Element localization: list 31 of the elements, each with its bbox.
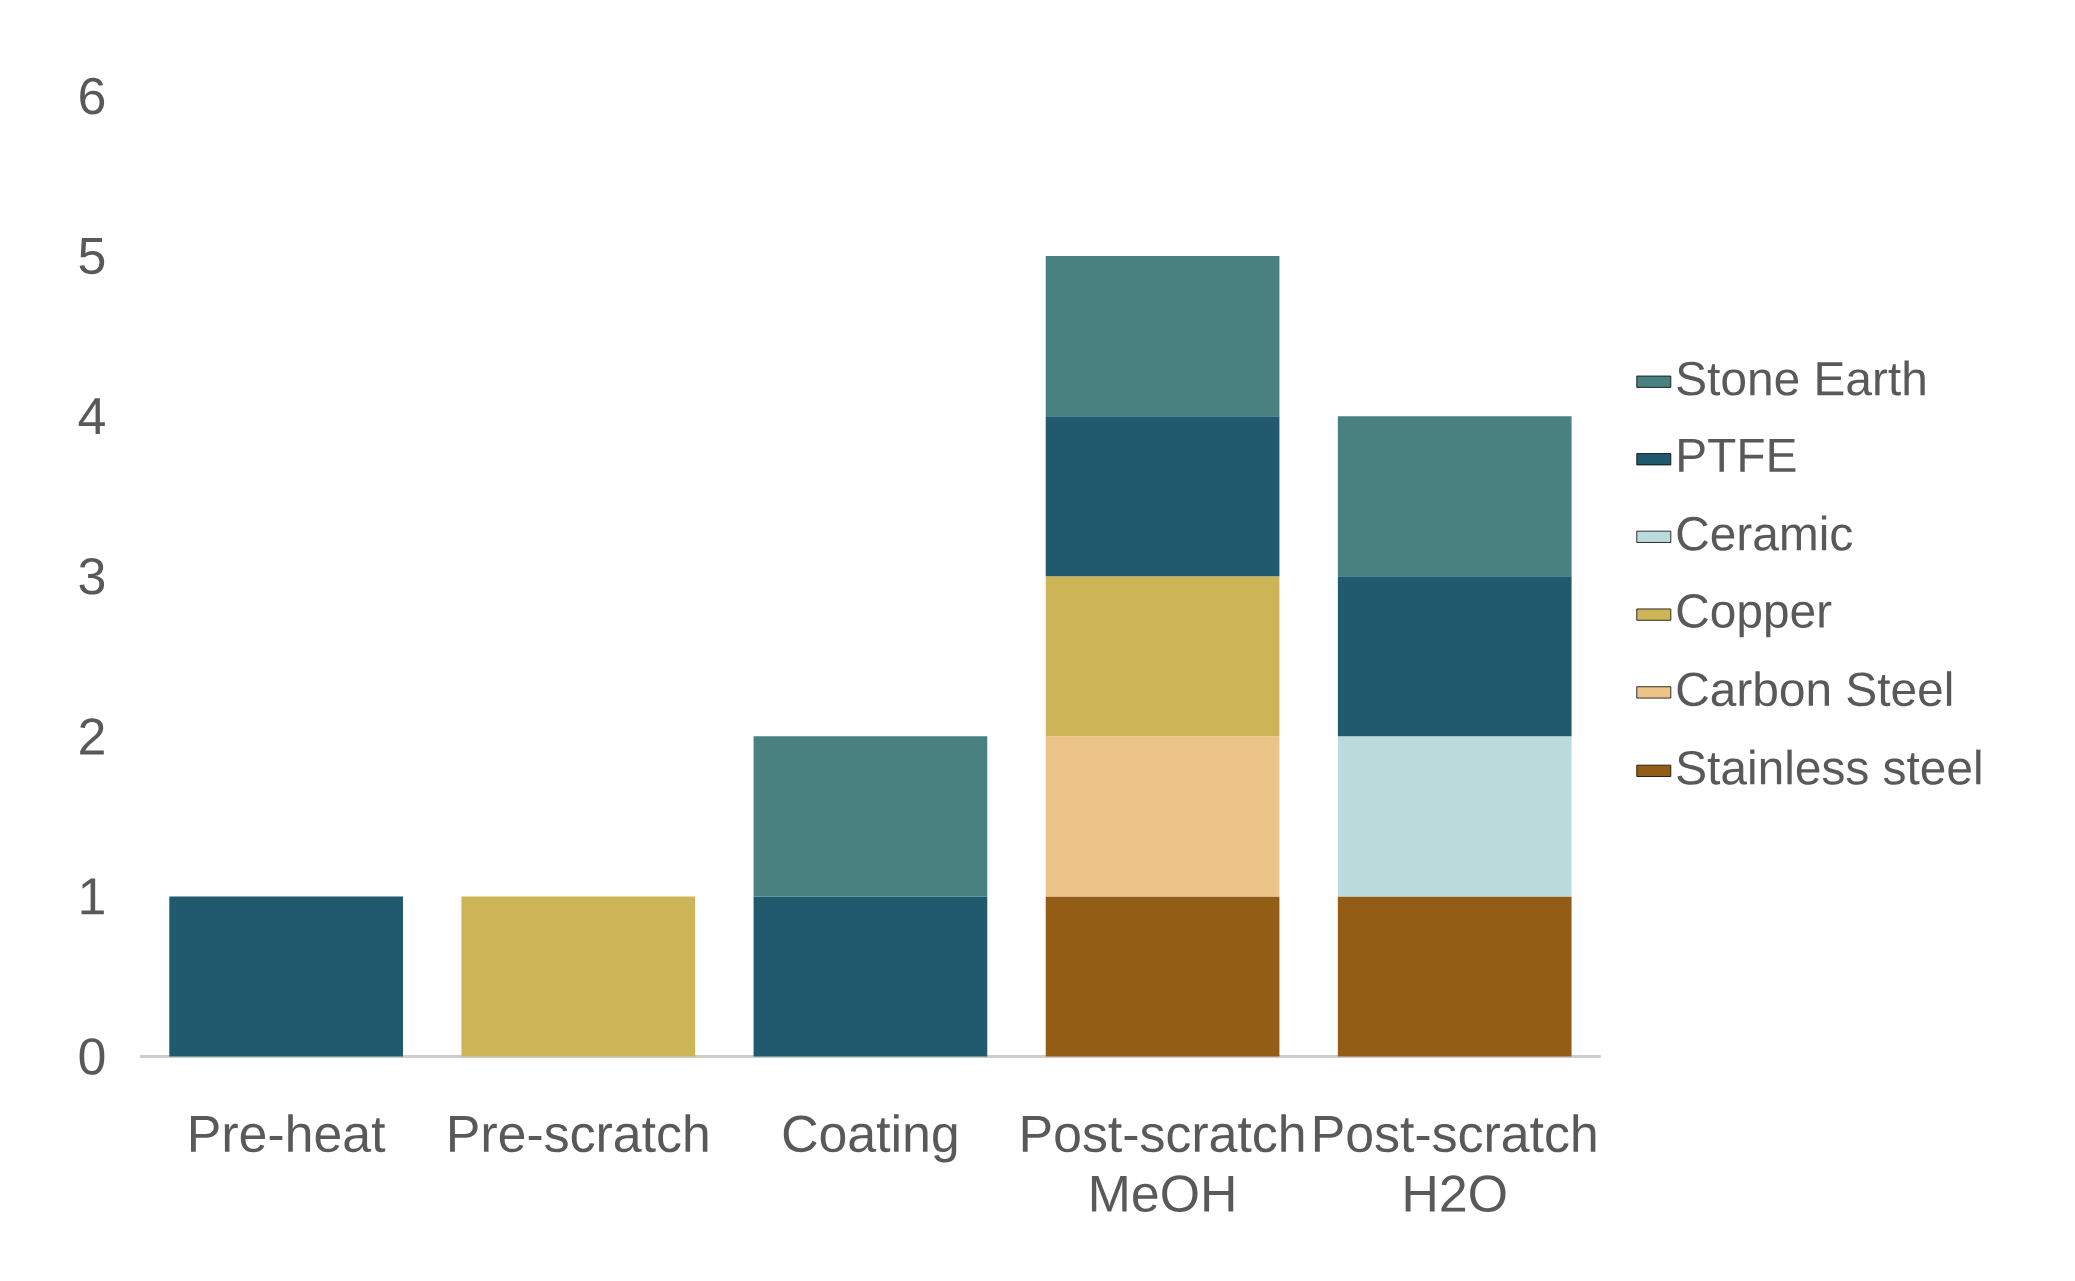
legend-label: Ceramic [1677,515,1853,551]
y-tick-label: 5 [79,238,105,275]
y-tick-label: 4 [78,398,105,435]
legend-label: Stone Earth [1677,360,1925,396]
legend-label: Carbon Steel [1677,671,1952,707]
legend-label: Stainless steel [1677,749,1981,785]
bar [1045,896,1280,1057]
x-tick-label: Coating [783,1114,957,1163]
bar [461,896,696,1057]
y-tick-label: 0 [79,1038,105,1076]
bar [1045,736,1280,897]
bar [1337,576,1572,737]
bar [1045,256,1280,417]
legend-label: PTFE [1679,439,1796,473]
bar [753,736,988,897]
bar [1337,736,1572,897]
y-tick-label: 3 [79,558,105,595]
bar [753,896,988,1057]
bar [1045,576,1280,737]
x-tick-label: Post-scratch H2O [1314,1114,1596,1213]
y-tick-label: 6 [80,77,105,115]
bar [1337,416,1572,577]
y-tick-label: 2 [80,718,104,755]
x-tick-label: Post-scratch MeOH [1022,1114,1304,1213]
legend-label: Copper [1677,594,1832,638]
bar [1337,896,1572,1057]
bar [1045,416,1280,577]
y-tick-label: 1 [81,878,104,915]
bar [169,896,403,1057]
x-tick-label: Pre-heat [191,1114,386,1153]
x-tick-label: Pre-scratch [450,1114,708,1153]
